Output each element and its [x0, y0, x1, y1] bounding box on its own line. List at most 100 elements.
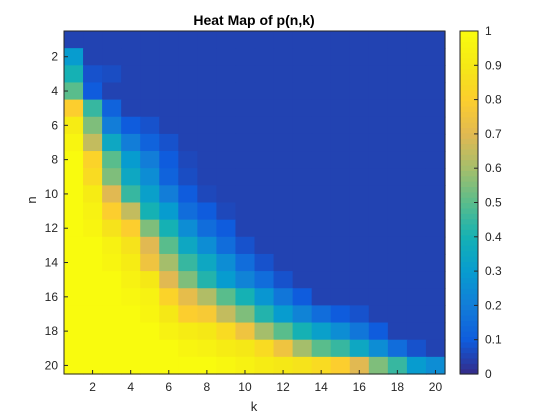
x-axis-ticks: 2 4 6 8 10 12 14 16 18 20	[89, 370, 442, 394]
colorbar-strip	[460, 170, 478, 177]
heatmap-cell	[292, 236, 313, 255]
heatmap-cell	[368, 185, 389, 204]
heatmap-cell	[216, 116, 237, 135]
heatmap-cell	[349, 271, 370, 289]
heatmap-cell	[64, 48, 84, 66]
heatmap-cell	[273, 65, 294, 84]
heatmap-cell	[292, 168, 313, 186]
heatmap-cell	[178, 219, 198, 238]
colorbar-strip	[460, 127, 478, 134]
heatmap-cell	[64, 65, 84, 84]
heatmap-cell	[349, 236, 370, 255]
y-tick-label: 16	[45, 290, 59, 304]
heatmap-cell	[292, 219, 313, 238]
heatmap-cell	[159, 271, 179, 289]
heatmap-cell	[425, 31, 446, 49]
heatmap-cell	[140, 253, 160, 272]
heatmap-cell	[311, 356, 332, 375]
heatmap-cell	[292, 82, 313, 101]
heatmap-cell	[368, 151, 389, 169]
heatmap-cell	[311, 82, 332, 101]
heatmap-cell	[273, 253, 294, 272]
heatmap-cell	[254, 185, 275, 204]
heatmap-cell	[83, 185, 103, 204]
heatmap-cell	[216, 305, 237, 324]
heatmap-cell	[311, 116, 332, 135]
heatmap-cell	[349, 133, 370, 152]
heatmap-cell	[102, 82, 122, 101]
heatmap-cell	[311, 99, 332, 118]
heatmap-cell	[216, 236, 237, 255]
heatmap-cell	[254, 322, 275, 341]
heatmap-cell	[83, 151, 103, 169]
heatmap-cell	[330, 65, 351, 84]
heatmap-cell	[159, 185, 179, 204]
heatmap-cell	[406, 305, 427, 324]
heatmap-cell	[140, 48, 160, 66]
colorbar-strip	[460, 159, 478, 166]
heatmap-cell	[311, 65, 332, 84]
colorbar-strip	[460, 293, 478, 300]
heatmap-cell	[178, 151, 198, 169]
heatmap-cell	[121, 151, 141, 169]
y-tick-label: 14	[45, 256, 59, 270]
colorbar-strip	[460, 288, 478, 295]
heatmap-cell	[83, 202, 103, 221]
heatmap-cell	[140, 82, 160, 101]
colorbar-strip	[460, 298, 478, 305]
colorbar-strip	[460, 213, 478, 220]
heatmap-cell	[235, 48, 256, 66]
colorbar-strip	[460, 175, 478, 182]
heatmap-cell	[387, 168, 408, 186]
heatmap-cell	[273, 31, 294, 49]
heatmap-cell	[102, 253, 122, 272]
heatmap-cell	[387, 31, 408, 49]
heatmap-cell	[216, 253, 237, 272]
heatmap-cell	[425, 288, 446, 306]
heatmap-cell	[83, 305, 103, 324]
heatmap-cell	[102, 116, 122, 135]
y-tick-label: 20	[45, 358, 59, 372]
heatmap-cell	[406, 202, 427, 221]
heatmap-cell	[216, 48, 237, 66]
heatmap-cell	[121, 116, 141, 135]
heatmap-cell	[425, 339, 446, 358]
heatmap-cell	[159, 116, 179, 135]
heatmap-cell	[368, 48, 389, 66]
heatmap-cell	[273, 305, 294, 324]
heatmap-cell	[197, 185, 217, 204]
heatmap-cell	[235, 185, 256, 204]
colorbar-strip	[460, 325, 478, 332]
heatmap-cell	[159, 219, 179, 238]
colorbar-strip	[460, 341, 478, 348]
heatmap-cell	[178, 185, 198, 204]
heatmap-cell	[387, 133, 408, 152]
heatmap-cell	[83, 82, 103, 101]
heatmap-cell	[216, 271, 237, 289]
heatmap-cell	[178, 31, 198, 49]
colorbar-strip	[460, 197, 478, 204]
heatmap-cell	[140, 31, 160, 49]
heatmap-cell	[102, 99, 122, 118]
heatmap-cell	[254, 271, 275, 289]
heatmap-cell	[159, 99, 179, 118]
y-axis-ticks: 2 4 6 8 10 12 14 16 18 20	[45, 50, 68, 372]
heatmap-cell	[235, 305, 256, 324]
y-tick-label: 12	[45, 221, 59, 235]
x-tick-label: 10	[238, 380, 252, 394]
heatmap-cell	[121, 168, 141, 186]
heatmap-cell	[83, 219, 103, 238]
heatmap-cell	[311, 322, 332, 341]
colorbar-strip	[460, 272, 478, 279]
y-tick-label: 4	[51, 84, 58, 98]
heatmap-cell	[121, 185, 141, 204]
colorbar-strip	[460, 191, 478, 198]
heatmap-cell	[178, 168, 198, 186]
heatmap-cell	[330, 99, 351, 118]
heatmap-cell	[254, 202, 275, 221]
heatmap-cell	[197, 356, 217, 375]
heatmap-cell	[292, 271, 313, 289]
heatmap-cell	[235, 271, 256, 289]
heatmap-cell	[368, 168, 389, 186]
colorbar-strip	[460, 202, 478, 209]
